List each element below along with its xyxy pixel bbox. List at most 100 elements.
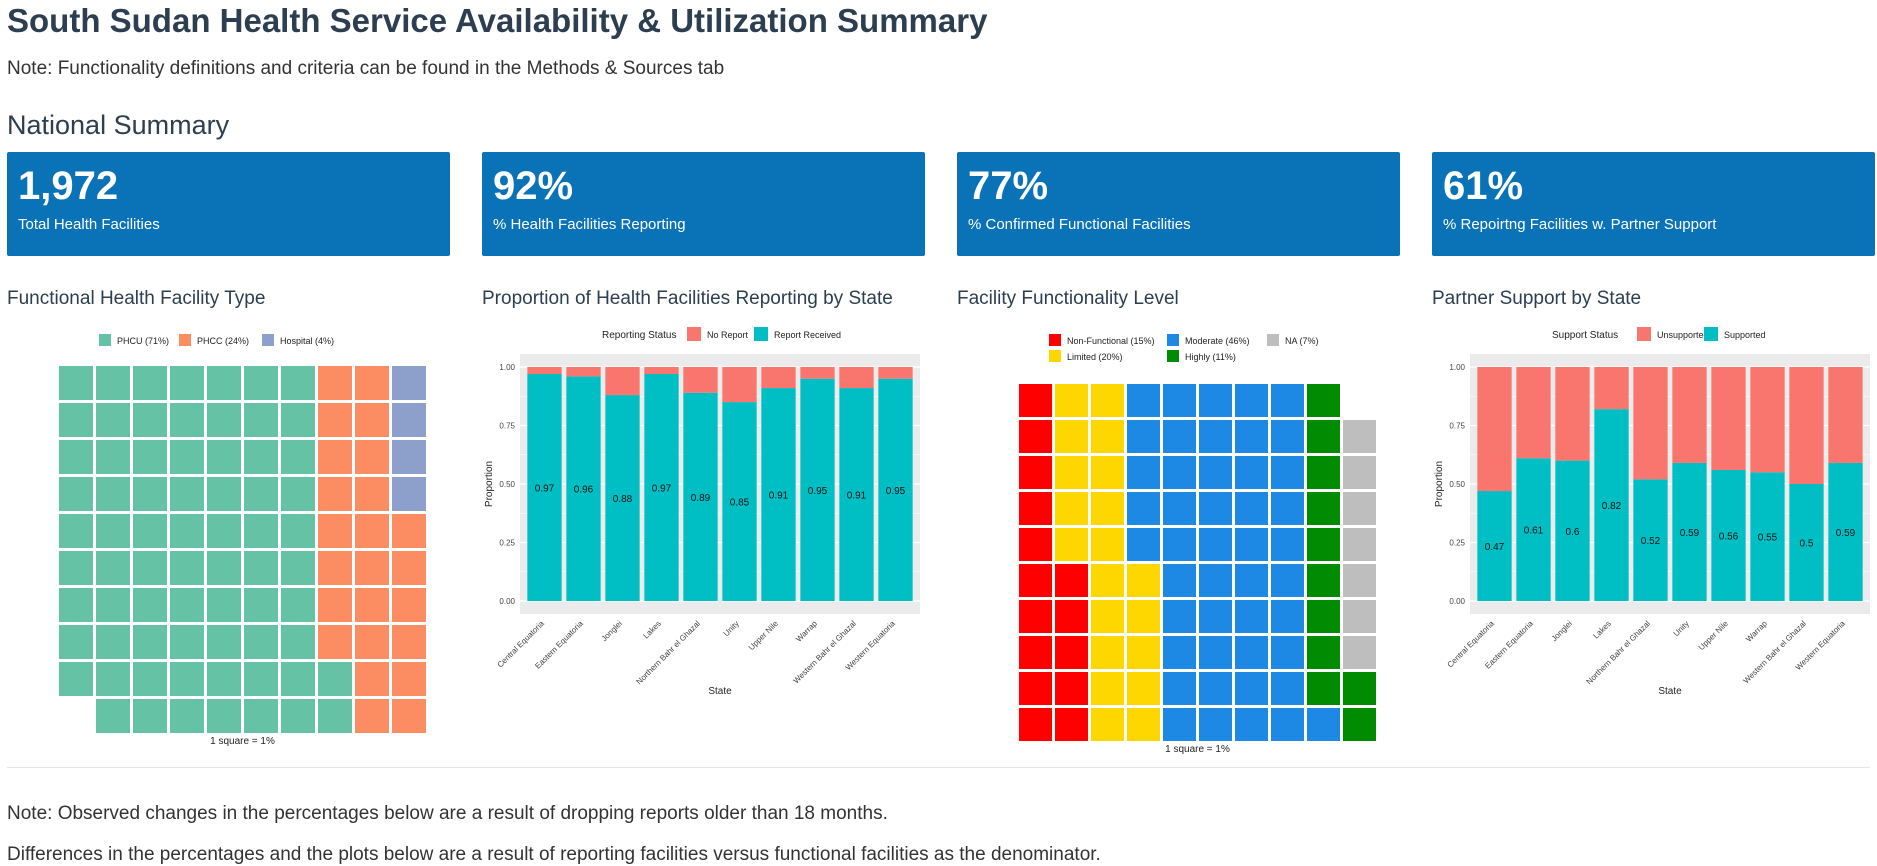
waffle-cell	[355, 477, 389, 511]
waffle-cell	[1163, 636, 1196, 669]
x-tick-label: Upper Nile	[747, 619, 780, 652]
value-box-caption: % Health Facilities Reporting	[493, 216, 686, 233]
waffle-cell	[1127, 636, 1160, 669]
data-label: 0.6	[1566, 527, 1580, 538]
data-label: 0.95	[808, 486, 828, 497]
waffle-cell	[1235, 384, 1268, 417]
y-tick-label: 0.25	[499, 539, 515, 548]
waffle-cell	[96, 588, 130, 622]
waffle-cell	[1055, 672, 1088, 705]
waffle-cell	[355, 366, 389, 400]
waffle-cell	[133, 662, 167, 696]
waffle-cell	[59, 588, 93, 622]
waffle-cell	[1271, 528, 1304, 561]
data-label: 0.82	[1602, 501, 1622, 512]
waffle-cell	[1127, 600, 1160, 633]
waffle-cell	[1055, 456, 1088, 489]
waffle-cell	[318, 514, 352, 548]
legend-key	[1167, 350, 1179, 362]
y-tick-label: 0.00	[499, 597, 515, 606]
value-box-caption: % Confirmed Functional Facilities	[968, 216, 1191, 233]
waffle-cell	[1163, 600, 1196, 633]
waffle-cell	[1019, 636, 1052, 669]
value-box-total-facilities: 1,972 Total Health Facilities	[7, 152, 450, 256]
waffle-cell	[96, 366, 130, 400]
value-box-reporting: 92% % Health Facilities Reporting	[482, 152, 925, 256]
bar-segment	[722, 402, 757, 601]
legend-key	[1704, 327, 1718, 341]
bar-segment	[1672, 462, 1707, 601]
methods-note: Note: Functionality definitions and crit…	[7, 58, 725, 79]
bar-segment	[1594, 367, 1629, 410]
y-tick-label: 1.00	[1449, 363, 1465, 372]
bar-segment	[644, 374, 679, 601]
bar-segment	[1789, 484, 1824, 601]
waffle-cell	[355, 403, 389, 437]
waffle-cell	[59, 662, 93, 696]
waffle-cell	[1307, 636, 1340, 669]
reporting-title: Proportion of Health Facilities Reportin…	[482, 288, 893, 309]
waffle-cell	[1343, 708, 1376, 741]
data-label: 0.61	[1524, 526, 1544, 537]
waffle-cell	[355, 625, 389, 659]
waffle-cell	[1091, 456, 1124, 489]
legend-key	[1049, 334, 1061, 346]
legend-key	[1049, 350, 1061, 362]
waffle-cell	[96, 625, 130, 659]
waffle-cell	[1271, 636, 1304, 669]
waffle-cell	[1307, 600, 1340, 633]
data-label: 0.59	[1836, 528, 1856, 539]
waffle-cell	[1343, 420, 1376, 453]
waffle-cell	[355, 440, 389, 474]
waffle-cell	[1163, 384, 1196, 417]
facility-type-waffle-chart: PHCU (71%) PHCC (24%) Hospital (4%) 1 squar…	[59, 334, 426, 747]
waffle-cell	[133, 403, 167, 437]
bar-segment	[1711, 367, 1746, 470]
bar-segment	[878, 367, 913, 379]
waffle-cell	[1343, 456, 1376, 489]
waffle-cell	[281, 662, 315, 696]
waffle-cell	[1055, 636, 1088, 669]
waffle-cell	[1163, 456, 1196, 489]
bar-segment	[1633, 479, 1668, 601]
waffle-cell	[244, 662, 278, 696]
bar-segment	[1789, 367, 1824, 484]
bar-segment	[878, 378, 913, 601]
waffle-cell	[133, 588, 167, 622]
waffle-cell	[133, 366, 167, 400]
bar-segment	[566, 376, 601, 601]
waffle-cell	[1271, 708, 1304, 741]
bar-segment	[644, 367, 679, 375]
waffle-cell	[1343, 528, 1376, 561]
bar-segment	[839, 388, 874, 601]
waffle-cell	[281, 699, 315, 733]
value-box-functional: 77% % Confirmed Functional Facilities	[957, 152, 1400, 256]
legend-key	[754, 327, 768, 341]
waffle-cell	[244, 403, 278, 437]
value-box-caption: % Repoirtng Facilities w. Partner Suppor…	[1443, 216, 1717, 233]
legend-key	[1167, 334, 1179, 346]
waffle-cell	[392, 477, 426, 511]
waffle-cell	[355, 662, 389, 696]
waffle-cell	[318, 551, 352, 585]
data-label: 0.97	[535, 484, 555, 495]
waffle-cell	[1127, 420, 1160, 453]
bar-segment	[722, 367, 757, 403]
waffle-cell	[1091, 708, 1124, 741]
data-label: 0.56	[1719, 531, 1739, 542]
waffle-cell	[170, 440, 204, 474]
waffle-cell	[1199, 636, 1232, 669]
bar-segment	[683, 392, 718, 601]
waffle-cell	[1235, 600, 1268, 633]
waffle-cell	[318, 588, 352, 622]
bar-segment	[1711, 469, 1746, 601]
partner-support-title: Partner Support by State	[1432, 288, 1642, 309]
bar-segment	[683, 367, 718, 393]
waffle-cell	[355, 699, 389, 733]
waffle-cell	[1343, 564, 1376, 597]
waffle-cell	[1199, 456, 1232, 489]
waffle-cell	[355, 588, 389, 622]
waffle-cell	[392, 403, 426, 437]
waffle-cell	[1055, 564, 1088, 597]
waffle-cell	[244, 514, 278, 548]
